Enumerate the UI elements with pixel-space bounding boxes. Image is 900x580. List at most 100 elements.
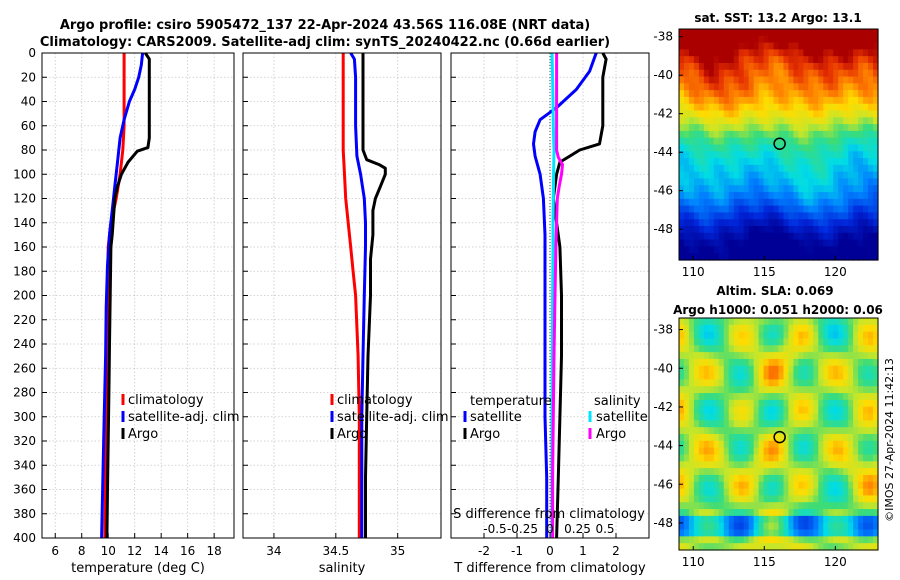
sla-map-cell <box>733 495 740 503</box>
sst-map-cell <box>763 124 770 132</box>
sla-map-cell <box>828 399 834 408</box>
sla-map-cell <box>808 386 814 394</box>
sla-map-cell <box>713 509 720 517</box>
sla-map-ytick-label: -42 <box>653 400 673 414</box>
sla-map-cell <box>753 509 760 517</box>
sst-map-cell <box>838 151 844 159</box>
sst-map-cell <box>763 192 770 200</box>
sla-map-cell <box>738 338 745 346</box>
figure-title-line1: Argo profile: csiro 5905472_137 22-Apr-2… <box>60 18 590 33</box>
sst-map-cell <box>868 29 874 37</box>
sst-map-cell <box>773 137 780 146</box>
sst-map-cell <box>733 130 740 139</box>
sst-map-cell <box>863 198 869 207</box>
sla-map-cell <box>868 481 874 490</box>
sla-map-cell <box>698 324 705 333</box>
sla-map-cell <box>743 502 750 510</box>
sst-map-cell <box>843 178 849 186</box>
sla-map-cell <box>783 427 790 435</box>
sst-map-cell <box>788 103 795 112</box>
sst-map-cell <box>688 246 695 254</box>
sla-map-cell <box>703 324 710 333</box>
sla-map-cell <box>698 474 705 483</box>
sla-map-cell <box>803 474 809 483</box>
sla-map-cell <box>818 358 824 367</box>
sst-map-cell <box>693 246 700 254</box>
sst-map-cell <box>778 185 785 193</box>
sst-map-cell <box>693 178 700 186</box>
sla-map-cell <box>843 481 849 490</box>
sst-map-cell <box>793 144 799 152</box>
sst-map-cell <box>858 117 864 125</box>
sla-map-cell <box>823 454 829 462</box>
sla-map-cell <box>808 543 814 551</box>
sla-map-cell <box>708 522 715 531</box>
sst-map-cell <box>813 42 819 50</box>
sst-map-cell <box>679 76 685 84</box>
sla-map-cell <box>833 318 839 326</box>
sst-map-ytick-label: -42 <box>653 107 673 121</box>
sst-map-title: sat. SST: 13.2 Argo: 13.1 <box>694 11 861 25</box>
sst-map-cell <box>828 49 834 57</box>
sst-map-cell <box>693 239 700 248</box>
sla-map-cell <box>838 393 844 401</box>
sst-map-cell <box>798 198 804 207</box>
sst-map-cell <box>823 171 829 180</box>
sla-map-cell <box>753 379 760 387</box>
sst-map-cell <box>848 137 854 146</box>
sst-map-cell <box>688 62 695 71</box>
sst-map-cell <box>688 124 695 132</box>
sst-map-cell <box>778 69 785 78</box>
sla-map-cell <box>768 365 775 374</box>
sla-map-cell <box>693 522 700 531</box>
sst-map-cell <box>733 124 740 132</box>
sst-map-cell <box>833 151 839 159</box>
sst-map-cell <box>823 29 829 37</box>
sla-map-cell <box>728 386 735 394</box>
sst-map-cell <box>723 117 730 125</box>
sst-map-cell <box>843 62 849 71</box>
sla-map-cell <box>803 427 809 435</box>
sst-map-cell <box>838 253 844 261</box>
sst-map-cell <box>683 90 690 98</box>
sst-map-cell <box>738 83 745 91</box>
sla-map-cell <box>679 529 685 537</box>
sla-map-cell <box>803 318 809 326</box>
sla-map-cell <box>718 509 725 517</box>
sla-map-cell <box>873 386 879 394</box>
sst-map-cell <box>743 96 750 105</box>
sla-map-cell <box>818 406 824 415</box>
sst-map-cell <box>683 62 690 71</box>
sla-map-cell <box>679 413 685 421</box>
sla-map-cell <box>703 345 710 353</box>
sst-map-cell <box>853 253 859 261</box>
sst-map-cell <box>753 103 760 112</box>
sst-map-cell <box>753 144 760 152</box>
sst-map-cell <box>788 96 795 105</box>
sla-map-cell <box>843 318 849 326</box>
sla-map-cell <box>748 529 755 537</box>
sst-map-cell <box>783 171 790 180</box>
sst-map-cell <box>808 29 814 37</box>
sst-map-cell <box>863 76 869 84</box>
sla-map-cell <box>803 488 809 497</box>
sst-map-cell <box>679 212 685 220</box>
sst-map-cell <box>783 76 790 84</box>
sst-map-cell <box>823 246 829 254</box>
sst-map-cell <box>758 212 765 220</box>
sst-map-cell <box>863 232 869 241</box>
sst-map-cell <box>703 212 710 220</box>
sst-map-cell <box>723 239 730 248</box>
sst-map-cell <box>733 110 740 118</box>
sla-map-cell <box>748 461 755 469</box>
sla-map-cell <box>718 352 725 360</box>
sst-map-cell <box>698 253 705 261</box>
sla-map-cell <box>803 529 809 537</box>
sst-map-cell <box>813 198 819 207</box>
sla-map-cell <box>753 495 760 503</box>
sst-map-cell <box>743 42 750 50</box>
sla-map-cell <box>803 454 809 462</box>
sla-map-cell <box>858 509 864 517</box>
sla-map-cell <box>788 331 795 340</box>
sla-map-cell <box>698 413 705 421</box>
